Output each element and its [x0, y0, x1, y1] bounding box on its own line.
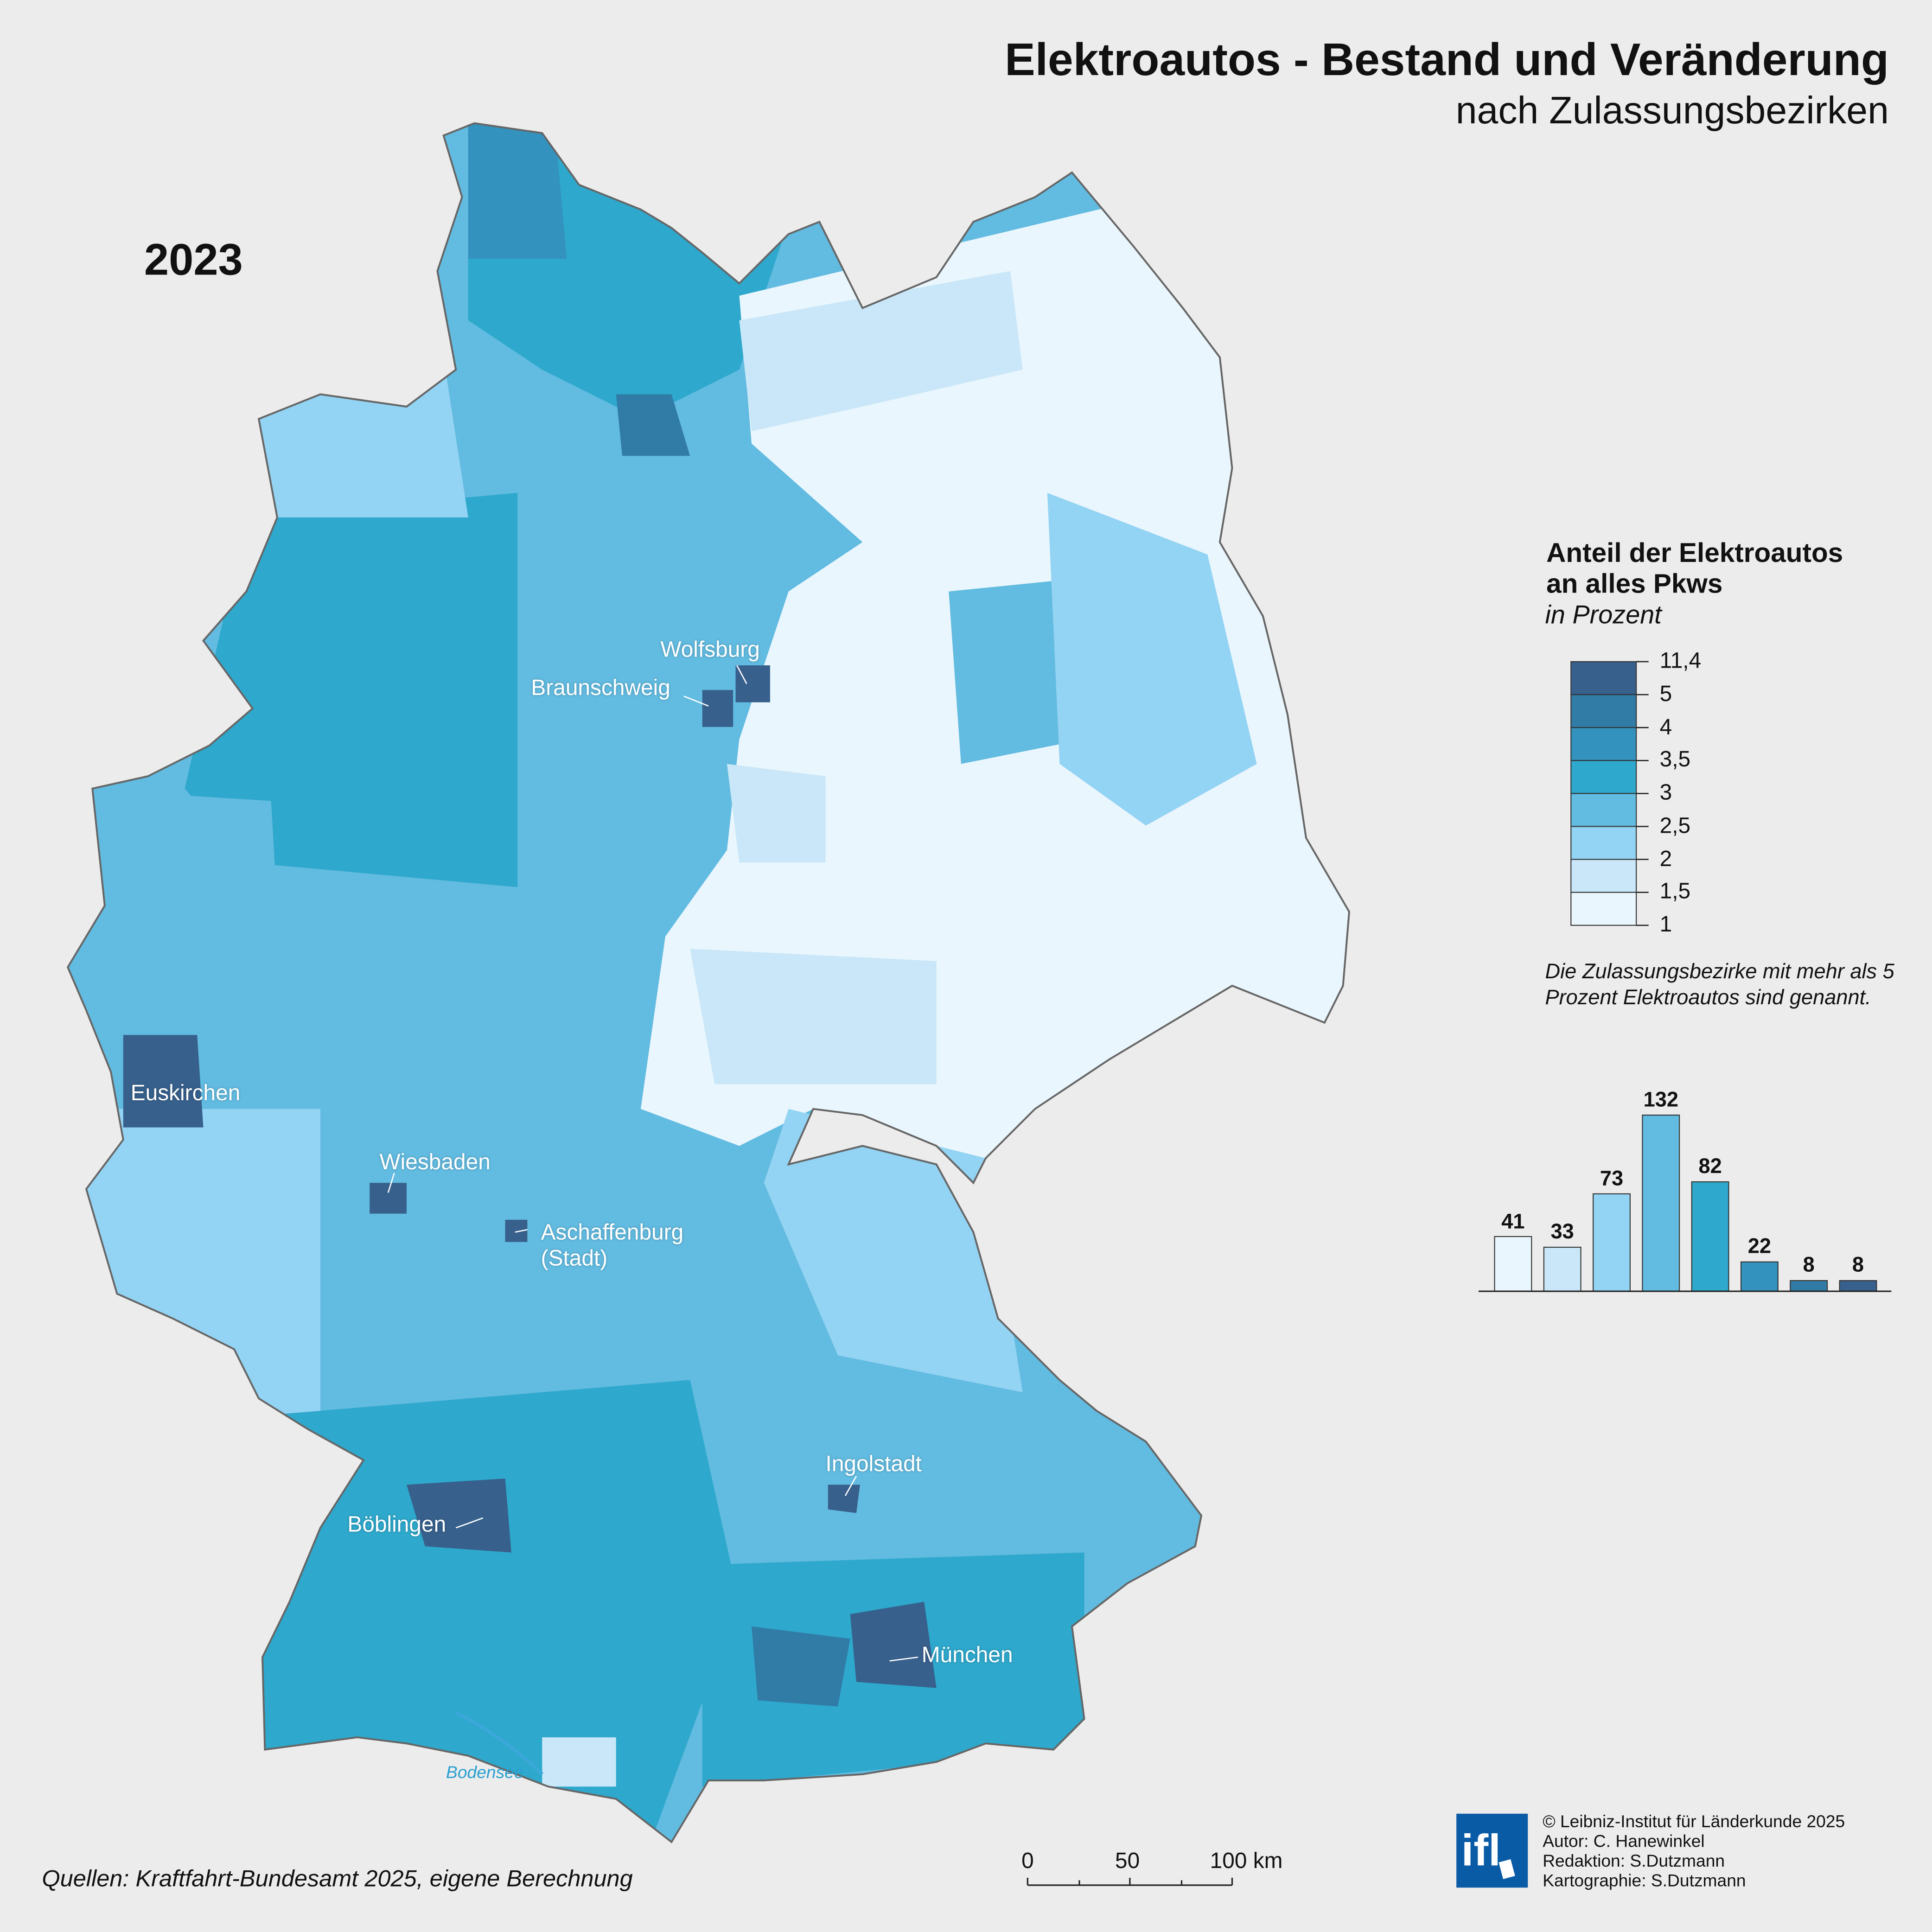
scale-bar	[1027, 1878, 1233, 1886]
region-mecklenburg-west	[739, 271, 1023, 432]
legend-swatch	[1570, 694, 1637, 728]
histogram-value-label: 8	[1852, 1253, 1864, 1277]
region-magdeburg	[727, 764, 826, 863]
city-label-aschaffenburg: Aschaffenburg (Stadt)	[541, 1220, 684, 1272]
city-leader-lines	[387, 665, 918, 1662]
histogram-value-label: 73	[1600, 1167, 1624, 1190]
legend-note: Die Zulassungsbezirke mit mehr als 5 Pro…	[1545, 960, 1894, 1009]
legend-title-line1: Anteil der Elektroautos	[1546, 537, 1843, 568]
region-nordfriesland	[468, 123, 567, 259]
region-braunschweig	[702, 690, 733, 727]
region-wiesbaden	[370, 1183, 407, 1214]
legend-swatch	[1570, 826, 1637, 860]
city-label-wiesbaden: Wiesbaden	[379, 1149, 491, 1174]
region-ostfriesland	[246, 345, 468, 518]
legend-swatch	[1570, 727, 1637, 761]
histogram-bar	[1543, 1246, 1581, 1292]
histogram-bar	[1494, 1236, 1532, 1292]
region-boeblingen	[406, 1479, 511, 1553]
legend-tick-label: 4	[1659, 714, 1672, 739]
legend-swatch	[1570, 859, 1637, 893]
legend-tick-label: 2,5	[1659, 813, 1691, 838]
legend-title-line2: an alles Pkws	[1546, 568, 1723, 599]
region-muensterland	[185, 493, 518, 887]
legend-unit: in Prozent	[1545, 601, 1662, 630]
histogram-value-label: 132	[1643, 1088, 1679, 1112]
svg-text:ifl: ifl	[1461, 1825, 1501, 1875]
legend-tick-label: 3	[1659, 780, 1672, 805]
histogram-bar	[1740, 1261, 1779, 1292]
scale-label-50: 50	[1115, 1848, 1140, 1873]
legend-tick-label: 1	[1659, 912, 1672, 937]
histogram-value-label: 41	[1501, 1209, 1525, 1233]
bodensee-lake	[455, 1711, 544, 1776]
histogram-value-label: 22	[1747, 1235, 1772, 1258]
legend-swatch	[1570, 760, 1637, 794]
legend-tick-label: 2	[1659, 846, 1672, 871]
region-rhineland	[74, 788, 284, 1011]
region-wolfsburg	[735, 665, 770, 702]
region-bodensee	[542, 1737, 616, 1787]
legend-tick-label: 3,5	[1659, 747, 1691, 772]
legend-swatch	[1570, 661, 1637, 695]
city-label-aschaffenburg-suffix: (Stadt)	[541, 1245, 608, 1270]
legend-tick-label: 1,5	[1659, 879, 1691, 904]
city-label-ingolstadt: Ingolstadt	[825, 1451, 922, 1476]
region-thuringia	[690, 949, 937, 1084]
histogram-bar	[1790, 1280, 1828, 1292]
legend-tick-label: 5	[1659, 681, 1672, 706]
page-title: Elektroautos - Bestand und Veränderung	[1005, 34, 1889, 85]
histogram-value-label: 33	[1550, 1220, 1574, 1244]
city-label-euskirchen: Euskirchen	[130, 1080, 241, 1105]
lake-label: Bodensee	[446, 1762, 524, 1782]
city-label-aschaffenburg-name: Aschaffenburg	[541, 1219, 684, 1245]
year-label: 2023	[144, 234, 243, 285]
credit-copyright: © Leibniz-Institut für Länderkunde 2025	[1543, 1811, 1845, 1831]
legend-tick-label: 11,4	[1659, 648, 1702, 673]
page-subtitle: nach Zulassungsbezirken	[1455, 89, 1889, 132]
scale-label-0: 0	[1021, 1848, 1034, 1873]
credit-author: Autor: C. Hanewinkel	[1543, 1831, 1705, 1851]
source-note: Quellen: Kraftfahrt-Bundesamt 2025, eige…	[42, 1867, 633, 1893]
histogram-bar	[1593, 1193, 1631, 1292]
histogram-value-label: 8	[1803, 1253, 1815, 1277]
histogram-bar	[1642, 1114, 1680, 1292]
credits: © Leibniz-Institut für Länderkunde 2025 …	[1543, 1811, 1845, 1890]
histogram-bar	[1839, 1280, 1877, 1292]
city-label-braunschweig: Braunschweig	[531, 675, 670, 700]
region-berlin-ring	[949, 579, 1084, 764]
legend-swatch	[1570, 793, 1637, 827]
legend-color-ramp	[1570, 661, 1649, 926]
scale-label-100: 100 km	[1210, 1848, 1283, 1873]
region-augsburg	[752, 1626, 850, 1707]
city-label-boeblingen: Böblingen	[347, 1511, 446, 1537]
region-hamburg	[616, 394, 690, 456]
region-aschaffenburg	[505, 1219, 528, 1242]
histogram-bar	[1691, 1181, 1729, 1292]
region-euskirchen	[123, 1035, 204, 1128]
region-baden-wuerttemberg	[246, 1380, 740, 1836]
district-fills	[68, 123, 1349, 1842]
legend-swatch	[1570, 892, 1637, 926]
city-label-wolfsburg: Wolfsburg	[660, 637, 760, 662]
histogram-value-label: 82	[1698, 1154, 1722, 1178]
region-muenchen	[850, 1601, 937, 1688]
credit-editor: Redaktion: S.Dutzmann	[1543, 1850, 1725, 1871]
credit-cartography: Kartographie: S.Dutzmann	[1543, 1870, 1746, 1890]
city-label-muenchen: München	[921, 1642, 1013, 1667]
region-brandenburg-east	[1047, 493, 1257, 826]
ifl-logo: ifl	[1456, 1813, 1528, 1888]
legend-title: Anteil der Elektroautos an alles Pkws	[1546, 537, 1843, 599]
region-ingolstadt	[828, 1485, 860, 1513]
